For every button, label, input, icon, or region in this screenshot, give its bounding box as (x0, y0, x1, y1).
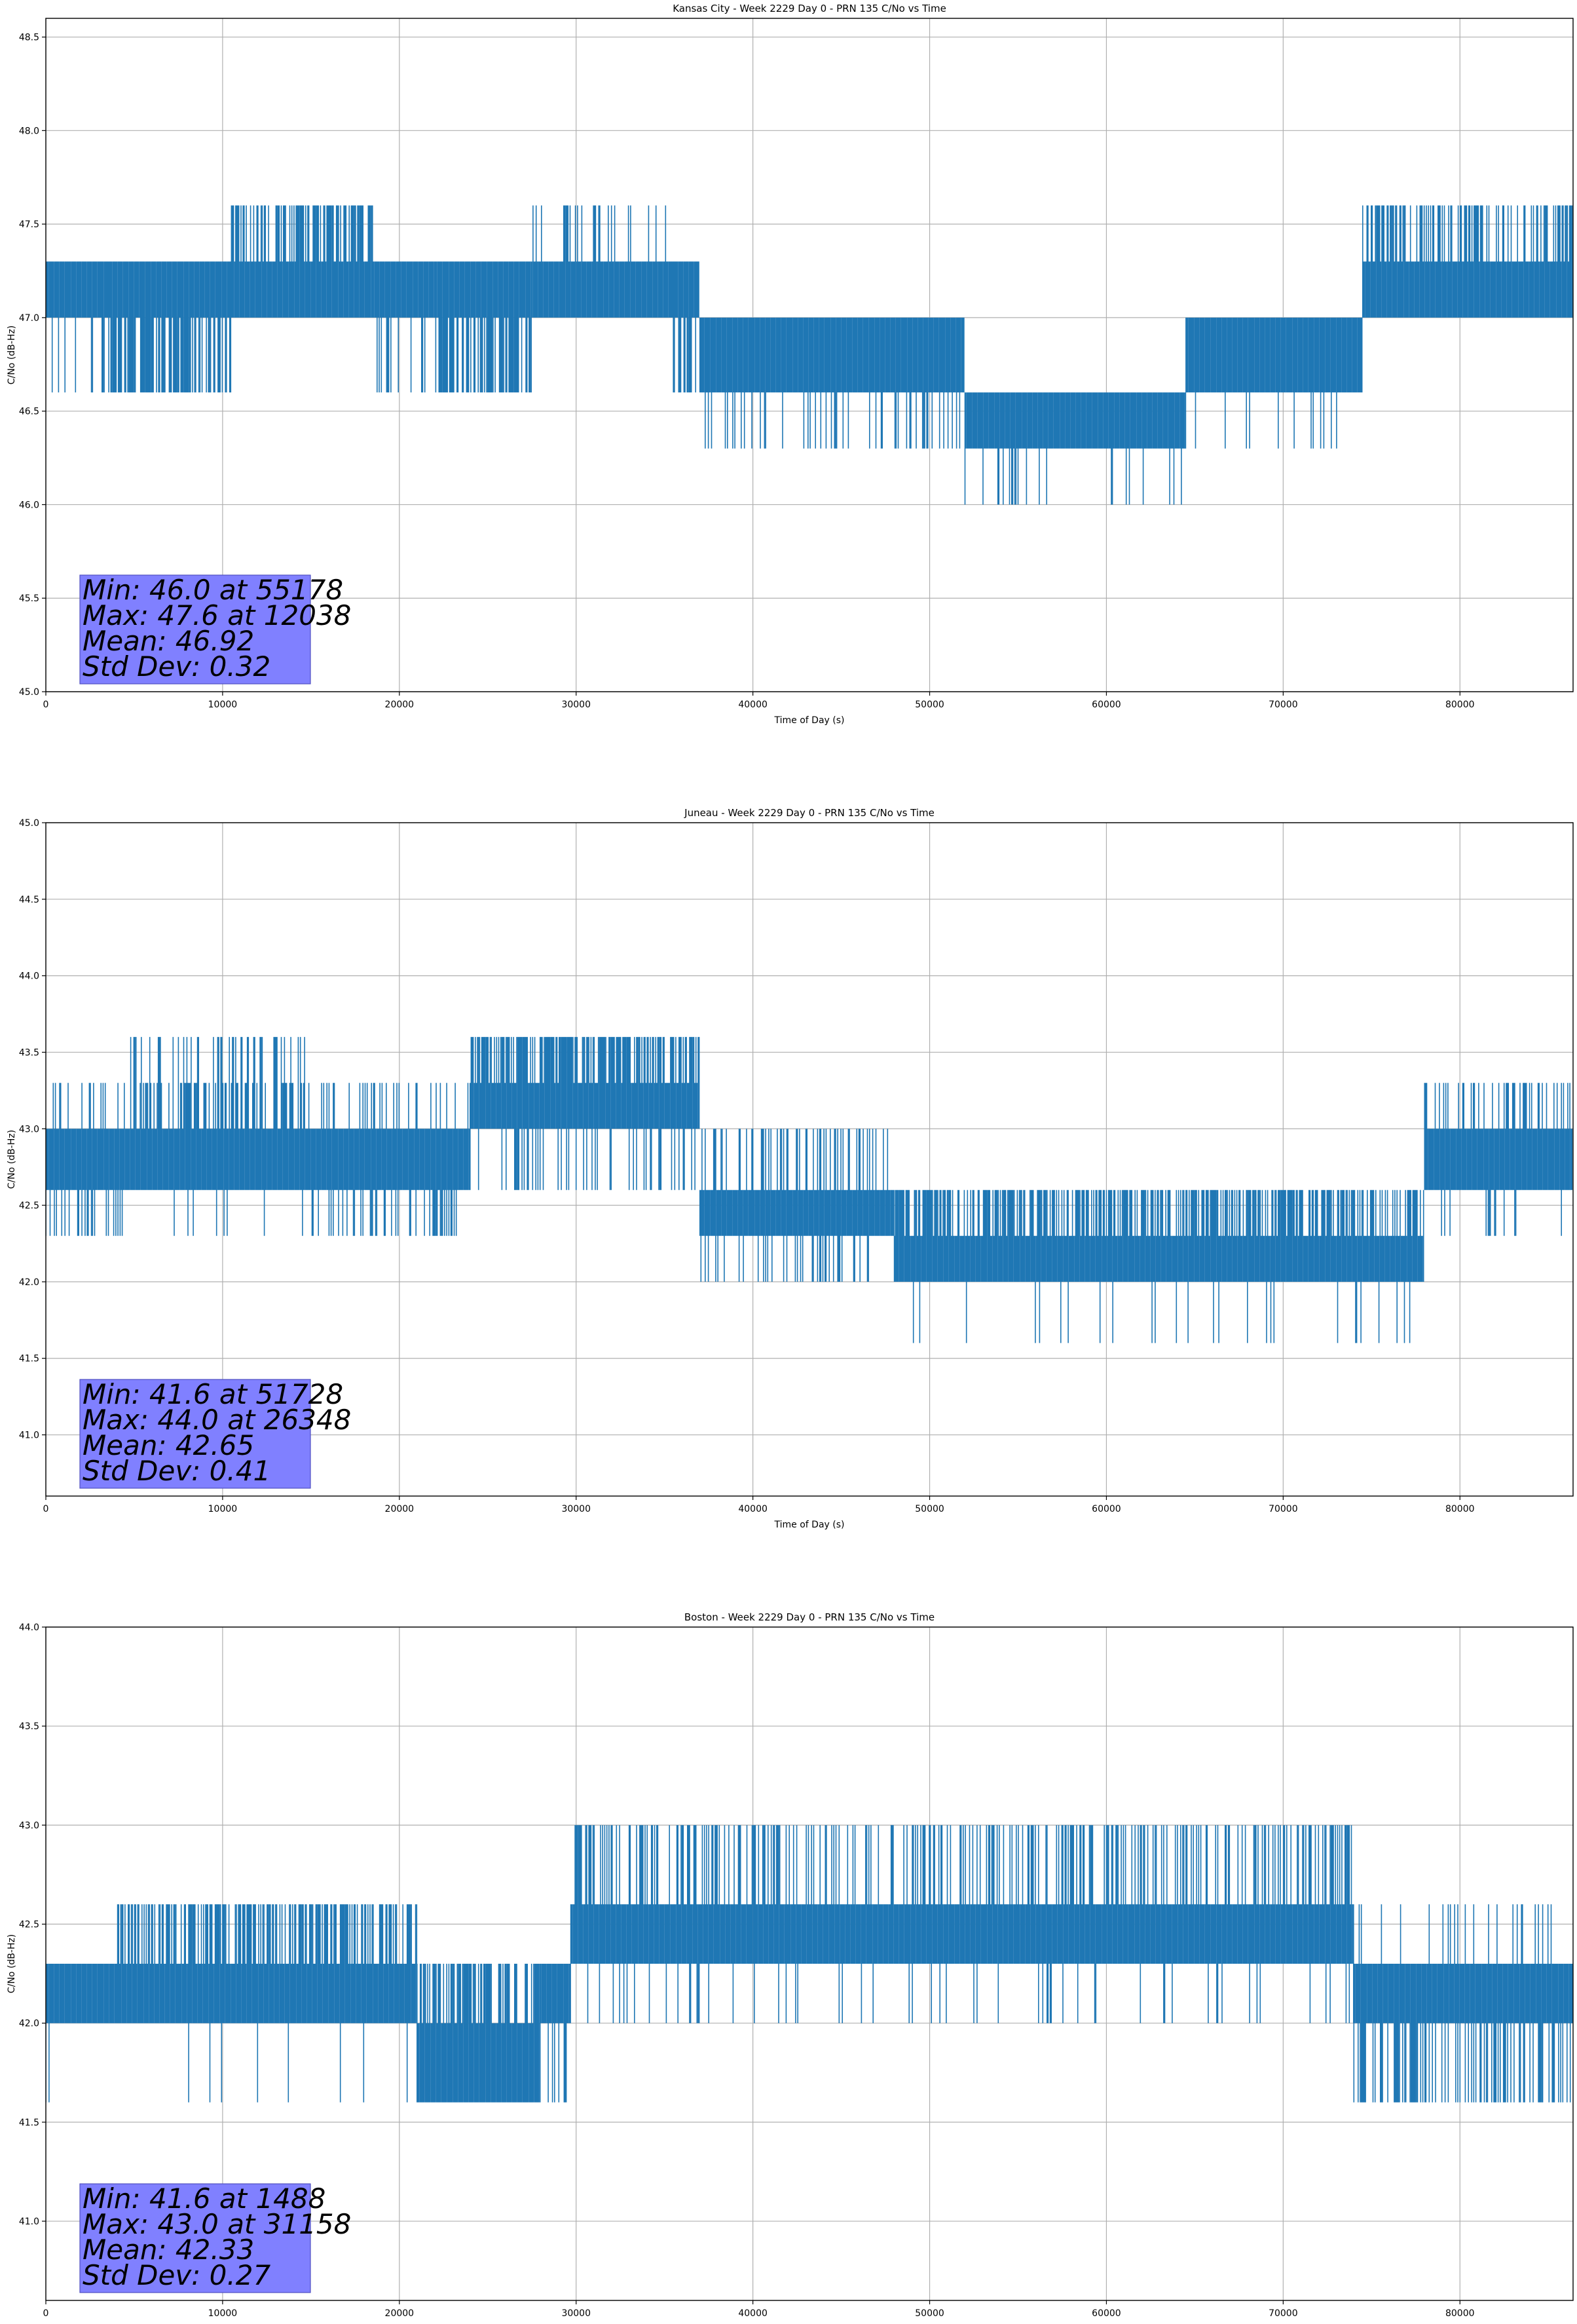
y-tick-label: 43.0 (19, 1124, 39, 1134)
chart-title: Kansas City - Week 2229 Day 0 - PRN 135 … (673, 3, 946, 14)
y-tick-label: 45.0 (19, 818, 39, 829)
x-tick-label: 80000 (1445, 1504, 1475, 1514)
y-axis-label: C/No (dB-Hz) (7, 1130, 17, 1189)
x-tick-label: 0 (43, 2308, 49, 2319)
x-tick-label: 20000 (385, 700, 415, 710)
y-tick-label: 44.0 (19, 971, 39, 982)
y-tick-label: 42.0 (19, 1277, 39, 1288)
y-tick-label: 41.0 (19, 2217, 39, 2227)
x-axis-label: Time of Day (s) (774, 1520, 845, 1530)
y-tick-label: 46.0 (19, 500, 39, 510)
x-tick-label: 70000 (1269, 1504, 1298, 1514)
axes-frame (45, 18, 1574, 692)
stats-line: Mean: 46.92 (83, 625, 254, 657)
stats-box-background (79, 574, 311, 684)
chart-2: Juneau - Week 2229 Day 0 - PRN 135 C/No … (7, 807, 1574, 1530)
x-tick-label: 60000 (1092, 2308, 1121, 2319)
stats-line: Std Dev: 0.32 (83, 650, 270, 683)
x-tick-label: 50000 (915, 2308, 944, 2319)
stats-box-background (79, 1379, 311, 1489)
y-axis-label: C/No (dB-Hz) (7, 1934, 17, 1993)
series-line (46, 1825, 1573, 2103)
y-tick-label: 47.0 (19, 313, 39, 324)
x-tick-label: 70000 (1269, 2308, 1298, 2319)
x-tick-label: 50000 (915, 700, 944, 710)
chart-title: Juneau - Week 2229 Day 0 - PRN 135 C/No … (684, 807, 935, 819)
x-tick-label: 50000 (915, 1504, 944, 1514)
y-tick-label: 41.5 (19, 2118, 39, 2128)
y-tick-label: 43.5 (19, 1721, 39, 1732)
x-tick-label: 60000 (1092, 1504, 1121, 1514)
x-tick-label: 10000 (208, 700, 238, 710)
y-tick-label: 43.5 (19, 1047, 39, 1058)
y-tick-label: 45.0 (19, 687, 39, 698)
chart-1: Kansas City - Week 2229 Day 0 - PRN 135 … (7, 3, 1574, 726)
x-tick-label: 0 (43, 700, 49, 710)
x-tick-label: 60000 (1092, 700, 1121, 710)
axes-frame (45, 822, 1574, 1497)
x-tick-label: 80000 (1445, 700, 1475, 710)
x-tick-label: 10000 (208, 1504, 238, 1514)
stats-line: Std Dev: 0.27 (83, 2259, 270, 2291)
y-tick-label: 48.0 (19, 126, 39, 136)
stats-box-background (79, 2183, 311, 2293)
x-tick-label: 30000 (561, 2308, 591, 2319)
x-tick-label: 0 (43, 1504, 49, 1514)
x-tick-label: 40000 (738, 2308, 768, 2319)
stats-line: Min: 46.0 at 55178 (83, 574, 343, 606)
chart-title: Boston - Week 2229 Day 0 - PRN 135 C/No … (684, 1611, 935, 1623)
y-tick-label: 45.5 (19, 593, 39, 604)
y-tick-label: 42.5 (19, 1201, 39, 1211)
x-tick-label: 40000 (738, 700, 768, 710)
stats-line: Std Dev: 0.41 (83, 1455, 270, 1487)
y-tick-label: 41.5 (19, 1354, 39, 1364)
axes-frame (45, 1626, 1574, 2301)
y-axis-label: C/No (dB-Hz) (7, 326, 17, 384)
y-tick-label: 43.0 (19, 1820, 39, 1831)
x-tick-label: 80000 (1445, 2308, 1475, 2319)
stats-line: Min: 41.6 at 1488 (83, 2183, 325, 2215)
stats-line: Min: 41.6 at 51728 (83, 1378, 343, 1410)
y-tick-label: 46.5 (19, 407, 39, 417)
x-tick-label: 40000 (738, 1504, 768, 1514)
x-tick-label: 30000 (561, 1504, 591, 1514)
y-tick-label: 42.0 (19, 2019, 39, 2029)
stats-line: Max: 43.0 at 31158 (83, 2208, 351, 2240)
y-tick-label: 42.5 (19, 1920, 39, 1930)
series-line (46, 205, 1573, 505)
x-axis-label: Time of Day (s) (774, 715, 845, 726)
y-tick-label: 48.5 (19, 33, 39, 43)
stats-line: Max: 47.6 at 12038 (83, 599, 351, 631)
y-tick-label: 44.5 (19, 895, 39, 905)
y-tick-label: 44.0 (19, 1622, 39, 1633)
x-tick-label: 20000 (385, 1504, 415, 1514)
stats-line: Mean: 42.33 (83, 2234, 254, 2266)
stats-line: Mean: 42.65 (83, 1429, 254, 1461)
x-tick-label: 70000 (1269, 700, 1298, 710)
x-tick-label: 20000 (385, 2308, 415, 2319)
y-tick-label: 47.5 (19, 219, 39, 230)
y-tick-label: 41.0 (19, 1431, 39, 1441)
x-tick-label: 10000 (208, 2308, 238, 2319)
chart-3: Boston - Week 2229 Day 0 - PRN 135 C/No … (7, 1611, 1574, 2319)
x-tick-label: 30000 (561, 700, 591, 710)
series-line (46, 1037, 1573, 1343)
stats-line: Max: 44.0 at 26348 (83, 1404, 351, 1436)
